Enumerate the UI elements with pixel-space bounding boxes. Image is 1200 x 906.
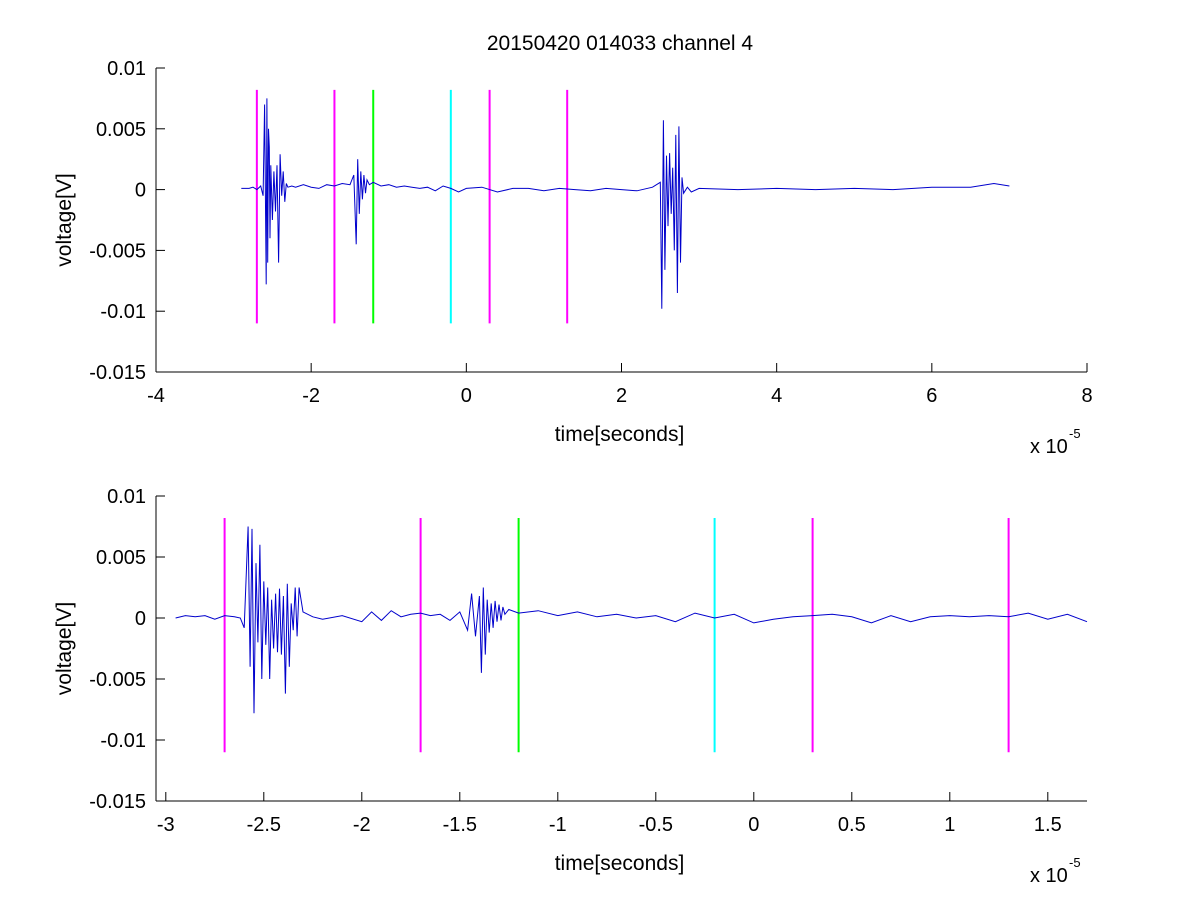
y-tick-label: -0.01 xyxy=(100,301,146,323)
x-exponent-power: -5 xyxy=(1069,426,1081,441)
x-tick-label: 0.5 xyxy=(838,814,866,836)
signal-series-line xyxy=(175,526,1088,714)
y-tick-label: 0 xyxy=(135,180,146,202)
x-tick-label: 0 xyxy=(461,385,472,407)
x-tick-label: -2.5 xyxy=(247,814,281,836)
top-plot: 0.01 0.005 0 -0.005 -0.01 -0.015-4 -2 0 2 4 6 8 time… xyxy=(53,58,1093,458)
x-tick-label: -2 xyxy=(302,385,320,407)
x-axis-label: time[seconds] xyxy=(555,852,685,875)
x-tick-label: -3 xyxy=(157,814,175,836)
x-tick-label: -4 xyxy=(147,385,165,407)
y-tick-label: 0.01 xyxy=(107,58,146,80)
x-exponent-label: x 10 xyxy=(1030,865,1068,887)
y-tick-label: 0.01 xyxy=(107,486,146,508)
y-tick-label: -0.005 xyxy=(89,669,146,691)
y-tick-label: -0.015 xyxy=(89,791,146,813)
x-exponent-power: -5 xyxy=(1069,855,1081,870)
y-tick-label: -0.01 xyxy=(100,730,146,752)
bottom-plot: 0.01 0.005 0 -0.005 -0.01 -0.015 -3 -2.5 -2 -1.5 -… xyxy=(53,486,1088,887)
x-tick-label: -2 xyxy=(353,814,371,836)
x-axis-label: time[seconds] xyxy=(555,423,685,446)
y-tick-label: 0 xyxy=(135,608,146,630)
x-tick-label: 1.5 xyxy=(1034,814,1062,836)
y-axis-label: voltage[V] xyxy=(53,173,76,266)
y-tick-label: 0.005 xyxy=(96,119,146,141)
x-tick-label: 2 xyxy=(616,385,627,407)
x-exponent-label: x 10 xyxy=(1030,436,1068,458)
x-tick-label: -0.5 xyxy=(639,814,673,836)
y-tick-label: -0.015 xyxy=(89,362,146,384)
x-tick-label: 6 xyxy=(926,385,937,407)
x-tick-label: 1 xyxy=(944,814,955,836)
x-tick-label: -1 xyxy=(549,814,567,836)
chart-title: 20150420 014033 channel 4 xyxy=(487,32,754,55)
x-tick-label: -1.5 xyxy=(443,814,477,836)
x-tick-label: 0 xyxy=(748,814,759,836)
y-tick-label: 0.005 xyxy=(96,547,146,569)
y-tick-label: -0.005 xyxy=(89,240,146,262)
x-tick-label: 8 xyxy=(1081,385,1092,407)
signal-series-line xyxy=(241,98,1010,309)
x-tick-label: 4 xyxy=(771,385,782,407)
y-axis-label: voltage[V] xyxy=(53,602,76,695)
